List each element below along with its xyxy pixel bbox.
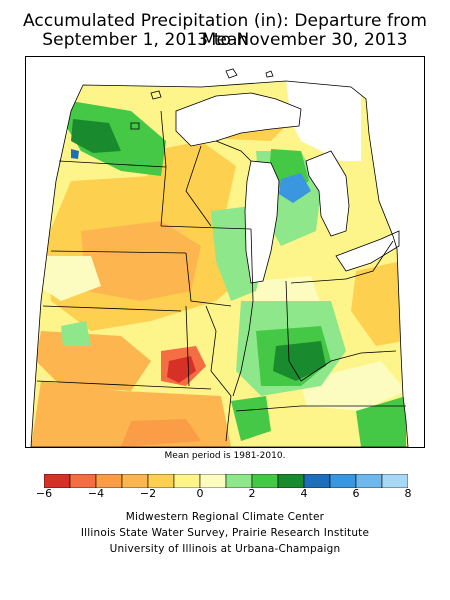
colorbar-tick-label: 2 bbox=[248, 487, 256, 500]
colorbar-tick-label: −2 bbox=[139, 487, 157, 500]
colorbar-bin bbox=[355, 474, 383, 488]
state-line-ks-mo bbox=[185, 305, 190, 387]
lake-erie bbox=[336, 231, 399, 271]
state-line-il bbox=[232, 228, 254, 397]
precip-wet-nd-core bbox=[71, 119, 121, 153]
precip-deficit-missouri-core bbox=[167, 356, 196, 383]
state-line-ks-ok bbox=[36, 380, 212, 390]
colorbar-bin bbox=[95, 474, 123, 488]
colorbar-bin bbox=[147, 474, 175, 488]
colorbar-tick-label: −6 bbox=[35, 487, 53, 500]
state-line-ky-tn bbox=[235, 405, 406, 412]
precipitation-departure-map[interactable] bbox=[26, 57, 424, 447]
precip-dry-east-ohio bbox=[351, 261, 403, 346]
state-line-wi-mi bbox=[215, 140, 252, 162]
state-line-nd-sd bbox=[58, 160, 167, 168]
precip-deficit-arkansas bbox=[121, 419, 201, 447]
colorbar-bin bbox=[303, 474, 331, 488]
precip-field bbox=[31, 81, 408, 447]
state-line-oh-ky bbox=[300, 350, 397, 382]
precip-dry-iowa bbox=[81, 221, 201, 301]
precip-pale-kentucky bbox=[301, 361, 406, 411]
precip-wet-north-dakota bbox=[66, 101, 166, 176]
state-line-mn-ia bbox=[160, 225, 252, 230]
region-outline bbox=[30, 80, 409, 447]
colorbar-bin bbox=[329, 474, 357, 488]
credit-mrcc: Midwestern Regional Climate Center bbox=[125, 511, 325, 523]
map-subtitle-date-range: September 1, 2013 to November 30, 2013 bbox=[42, 30, 408, 50]
state-line-sd-ne bbox=[50, 250, 187, 254]
colorbar-bin bbox=[225, 474, 253, 488]
precip-dry-wisconsin bbox=[146, 141, 236, 216]
state-line-ne-ks bbox=[42, 305, 182, 312]
colorbar-bin bbox=[381, 474, 408, 488]
mean-period-note: Mean period is 1981-2010. bbox=[164, 451, 286, 461]
state-line-ia-mo bbox=[185, 252, 232, 307]
precip-wet-nd-blue bbox=[71, 149, 79, 159]
state-line-mo-east bbox=[205, 305, 232, 442]
colorbar-tick-label: −4 bbox=[87, 487, 105, 500]
precip-wet-southern-illinois bbox=[231, 396, 271, 441]
colorbar-bin bbox=[69, 474, 97, 488]
state-line-mn-wi bbox=[185, 145, 212, 227]
map-title: Accumulated Precipitation (in): Departur… bbox=[23, 11, 427, 50]
precip-wet-southeast bbox=[356, 396, 406, 447]
map-frame bbox=[25, 56, 425, 448]
lake-huron bbox=[306, 151, 349, 236]
state-line-oh-mi bbox=[290, 278, 347, 284]
colorbar-tick-label: 0 bbox=[196, 487, 204, 500]
colorbar-tick-label: 4 bbox=[300, 487, 308, 500]
precip-pale-nebraska bbox=[39, 256, 101, 301]
lake-superior bbox=[176, 93, 301, 146]
islands bbox=[130, 68, 274, 130]
colorbar-bin bbox=[121, 474, 149, 488]
state-line-mn-west bbox=[160, 110, 167, 227]
precip-wet-minnesota-spot bbox=[61, 321, 91, 346]
credit-isws: Illinois State Water Survey, Prairie Res… bbox=[80, 527, 370, 539]
colorbar-bin bbox=[199, 474, 227, 488]
precip-wet-ohio-valley-core bbox=[273, 341, 326, 381]
colorbar-tick-label: 8 bbox=[404, 487, 412, 500]
colorbar-bin bbox=[44, 474, 71, 488]
credit-uiuc: University of Illinois at Urbana-Champai… bbox=[109, 543, 341, 555]
state-line-in bbox=[285, 280, 302, 382]
canada-area bbox=[286, 81, 361, 161]
colorbar bbox=[44, 474, 408, 488]
colorbar-bin bbox=[277, 474, 305, 488]
colorbar-bin bbox=[251, 474, 279, 488]
colorbar-tick-label: 6 bbox=[352, 487, 360, 500]
state-line-oh-east bbox=[345, 240, 394, 280]
colorbar-bin bbox=[173, 474, 201, 488]
lake-shorelines bbox=[175, 92, 400, 284]
state-boundaries bbox=[36, 110, 406, 442]
precip-wet-michigan-blue bbox=[279, 173, 311, 203]
